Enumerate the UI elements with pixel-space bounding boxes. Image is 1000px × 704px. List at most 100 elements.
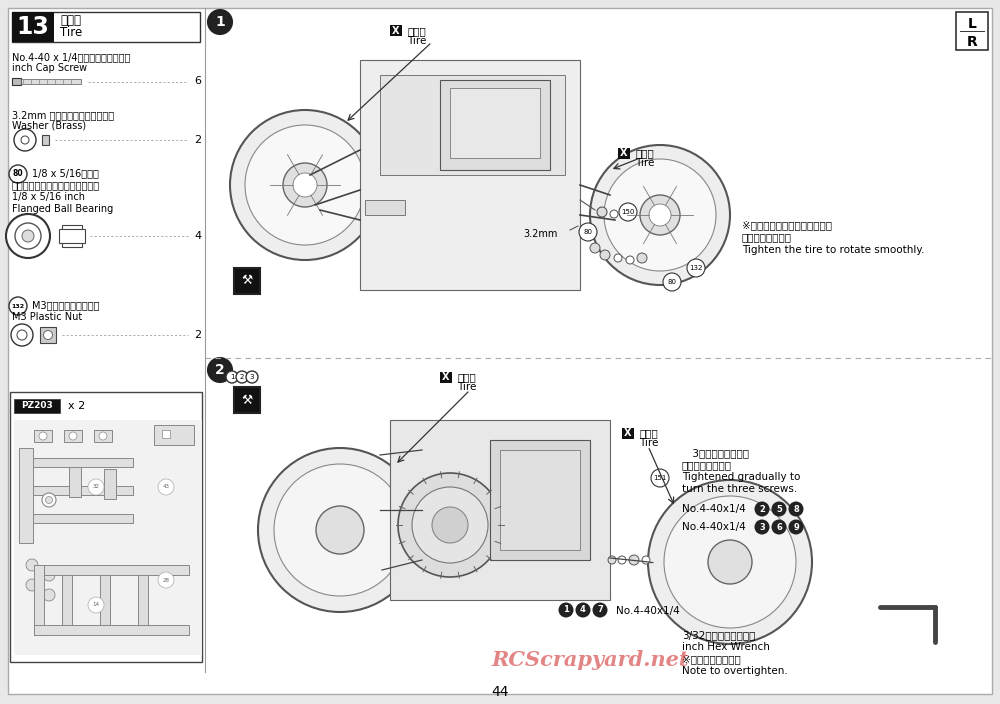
Circle shape: [755, 520, 770, 534]
Text: Washer (Brass): Washer (Brass): [12, 121, 86, 131]
Text: x 2: x 2: [68, 401, 85, 411]
Bar: [34, 625, 189, 635]
Text: 8: 8: [793, 505, 799, 513]
Text: 1/8 x 5/16インチ: 1/8 x 5/16インチ: [32, 168, 99, 178]
Text: ように締め込む。: ように締め込む。: [742, 232, 792, 242]
Text: 2: 2: [215, 363, 225, 377]
Text: 1: 1: [215, 15, 225, 29]
Circle shape: [590, 243, 600, 253]
Circle shape: [316, 506, 364, 554]
Circle shape: [208, 358, 232, 382]
Bar: [365, 200, 405, 215]
Bar: [14, 399, 60, 413]
Text: 150: 150: [621, 209, 635, 215]
Text: 9: 9: [793, 522, 799, 532]
Text: Tighten the tire to rotate smoothly.: Tighten the tire to rotate smoothly.: [742, 245, 924, 255]
Text: 28: 28: [162, 577, 170, 582]
Text: 4: 4: [194, 231, 202, 241]
Circle shape: [21, 136, 29, 144]
Bar: [234, 387, 260, 413]
Text: 3本のビスを順番に: 3本のビスを順番に: [682, 448, 749, 458]
Circle shape: [245, 125, 365, 245]
Bar: [64, 430, 82, 442]
Text: ※タイヤがスムーズに回転する: ※タイヤがスムーズに回転する: [742, 220, 832, 230]
Circle shape: [788, 501, 804, 517]
Bar: [138, 575, 148, 625]
Bar: [380, 75, 565, 175]
Text: 6: 6: [194, 77, 202, 87]
Text: No.4-40x1/4: No.4-40x1/4: [682, 504, 746, 514]
Circle shape: [6, 214, 50, 258]
Text: Tire: Tire: [457, 382, 476, 392]
Text: 3.2mm: 3.2mm: [524, 229, 558, 239]
Circle shape: [597, 207, 607, 217]
Circle shape: [88, 597, 104, 613]
Text: Flanged Ball Bearing: Flanged Ball Bearing: [12, 204, 113, 214]
Circle shape: [608, 556, 616, 564]
Circle shape: [600, 250, 610, 260]
Circle shape: [629, 555, 639, 565]
Circle shape: [258, 448, 422, 612]
Circle shape: [610, 210, 618, 218]
Circle shape: [687, 259, 705, 277]
Circle shape: [398, 473, 502, 577]
Text: 5: 5: [776, 505, 782, 513]
Text: 80: 80: [13, 170, 23, 179]
Text: 14: 14: [92, 603, 100, 608]
Circle shape: [158, 572, 174, 588]
Circle shape: [618, 556, 626, 564]
Bar: [104, 469, 116, 499]
Text: No.4-40x1/4: No.4-40x1/4: [682, 522, 746, 532]
Bar: [440, 80, 550, 170]
Bar: [390, 25, 402, 36]
Circle shape: [755, 501, 770, 517]
Bar: [42, 135, 49, 145]
Bar: [34, 430, 52, 442]
Text: X: X: [442, 372, 450, 382]
Circle shape: [9, 165, 27, 183]
Text: 3.2mm ワッシャー（真ちゅう）: 3.2mm ワッシャー（真ちゅう）: [12, 110, 114, 120]
Text: 80: 80: [584, 229, 592, 235]
Bar: [34, 565, 189, 575]
Text: 2: 2: [194, 135, 202, 145]
Circle shape: [604, 159, 716, 271]
Text: 2: 2: [759, 505, 765, 513]
Text: ⚒: ⚒: [241, 275, 253, 287]
Text: 32: 32: [92, 484, 100, 489]
Circle shape: [69, 432, 77, 440]
Text: タイヤ: タイヤ: [60, 13, 81, 27]
Text: No.4-40x1/4: No.4-40x1/4: [616, 606, 680, 616]
Bar: [69, 467, 81, 497]
Text: 80: 80: [668, 279, 676, 285]
Circle shape: [208, 10, 232, 34]
Bar: [12, 78, 21, 85]
Bar: [34, 565, 44, 635]
Text: ※締め過ぎに注意。: ※締め過ぎに注意。: [682, 654, 741, 664]
Circle shape: [44, 330, 52, 339]
Circle shape: [558, 603, 574, 617]
Text: 6: 6: [776, 522, 782, 532]
Bar: [59, 229, 85, 243]
Text: タイヤ: タイヤ: [635, 148, 654, 158]
Bar: [154, 425, 194, 445]
Bar: [33, 514, 133, 523]
Text: 44: 44: [491, 685, 509, 699]
Circle shape: [15, 223, 41, 249]
Bar: [490, 440, 590, 560]
Circle shape: [236, 371, 248, 383]
Text: Tightened gradually to: Tightened gradually to: [682, 472, 800, 482]
Circle shape: [22, 230, 34, 242]
Text: R: R: [967, 35, 977, 49]
Circle shape: [274, 464, 406, 596]
Text: 1/8 x 5/16 inch: 1/8 x 5/16 inch: [12, 192, 85, 202]
Text: PZ203: PZ203: [21, 401, 53, 410]
Text: ボールベアリング（フランジ付）: ボールベアリング（フランジ付）: [12, 180, 100, 190]
Circle shape: [11, 324, 33, 346]
Circle shape: [576, 603, 590, 617]
Bar: [450, 88, 540, 158]
Circle shape: [88, 479, 104, 495]
Circle shape: [43, 589, 55, 601]
Bar: [33, 486, 133, 495]
Circle shape: [158, 479, 174, 495]
Text: タイヤ: タイヤ: [639, 428, 658, 438]
